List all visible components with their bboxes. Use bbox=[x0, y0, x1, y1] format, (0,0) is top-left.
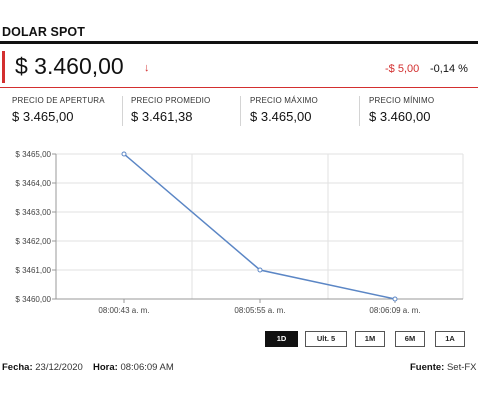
x-tick-label: 08:06:09 a. m. bbox=[369, 306, 420, 315]
data-point bbox=[121, 151, 127, 157]
y-tick-label: $ 3461,00 bbox=[15, 266, 51, 275]
stat-label: PRECIO DE APERTURA bbox=[12, 96, 105, 105]
time-label: Hora: bbox=[93, 362, 118, 373]
footer-source: Fuente: Set-FX bbox=[410, 362, 477, 373]
page-title: DOLAR SPOT bbox=[2, 25, 85, 39]
x-tick-label: 08:00:43 a. m. bbox=[98, 306, 149, 315]
y-tick-label: $ 3464,00 bbox=[15, 179, 51, 188]
price-line-chart: $ 3465,00 $ 3464,00 $ 3463,00 $ 3462,00 $ 34… bbox=[15, 150, 464, 315]
stat-value: $ 3.461,38 bbox=[131, 109, 193, 124]
range-button-1a[interactable]: 1A bbox=[435, 331, 465, 347]
stat-value: $ 3.465,00 bbox=[250, 109, 312, 124]
time-value: 08:06:09 AM bbox=[120, 362, 174, 373]
price-change-percent: -0,14 % bbox=[430, 63, 468, 75]
y-tick-label: $ 3460,00 bbox=[15, 295, 51, 304]
range-button-6m[interactable]: 6M bbox=[395, 331, 425, 347]
stat-label: PRECIO PROMEDIO bbox=[131, 96, 211, 105]
stat-divider bbox=[359, 96, 360, 126]
price-change: -$ 5,00 bbox=[385, 63, 420, 75]
date-value: 23/12/2020 bbox=[35, 362, 83, 373]
current-price: $ 3.460,00 bbox=[15, 53, 124, 79]
price-box: $ 3.460,00 ↓ -$ 5,00 -0,14 % bbox=[0, 51, 478, 88]
arrow-down-icon: ↓ bbox=[144, 62, 150, 74]
range-button-last-5[interactable]: Ult. 5 bbox=[305, 331, 347, 347]
title-divider bbox=[0, 41, 478, 44]
stat-label: PRECIO MÍNIMO bbox=[369, 96, 435, 105]
stat-max-price: PRECIO MÁXIMO $ 3.465,00 bbox=[250, 96, 318, 128]
stat-opening-price: PRECIO DE APERTURA $ 3.465,00 bbox=[12, 96, 105, 128]
date-label: Fecha: bbox=[2, 362, 33, 373]
data-point bbox=[257, 267, 263, 273]
data-point bbox=[392, 296, 398, 302]
y-tick-label: $ 3463,00 bbox=[15, 208, 51, 217]
range-button-1d[interactable]: 1D bbox=[265, 331, 298, 347]
source-label: Fuente: bbox=[410, 362, 445, 373]
footer-date: Fecha: 23/12/2020 bbox=[2, 362, 83, 373]
stat-divider bbox=[240, 96, 241, 126]
stat-value: $ 3.465,00 bbox=[12, 109, 74, 124]
stat-label: PRECIO MÁXIMO bbox=[250, 96, 318, 105]
price-accent-bar bbox=[2, 51, 5, 83]
stat-average-price: PRECIO PROMEDIO $ 3.461,38 bbox=[131, 96, 210, 128]
range-button-1m[interactable]: 1M bbox=[355, 331, 385, 347]
y-tick-label: $ 3465,00 bbox=[15, 150, 51, 159]
stat-value: $ 3.460,00 bbox=[369, 109, 431, 124]
footer-time: Hora: 08:06:09 AM bbox=[93, 362, 174, 373]
stat-min-price: PRECIO MÍNIMO $ 3.460,00 bbox=[369, 96, 434, 128]
x-tick-label: 08:05:55 a. m. bbox=[234, 306, 285, 315]
y-tick-label: $ 3462,00 bbox=[15, 237, 51, 246]
stat-divider bbox=[122, 96, 123, 126]
price-series-line bbox=[123, 153, 396, 300]
source-value: Set-FX bbox=[446, 362, 477, 373]
